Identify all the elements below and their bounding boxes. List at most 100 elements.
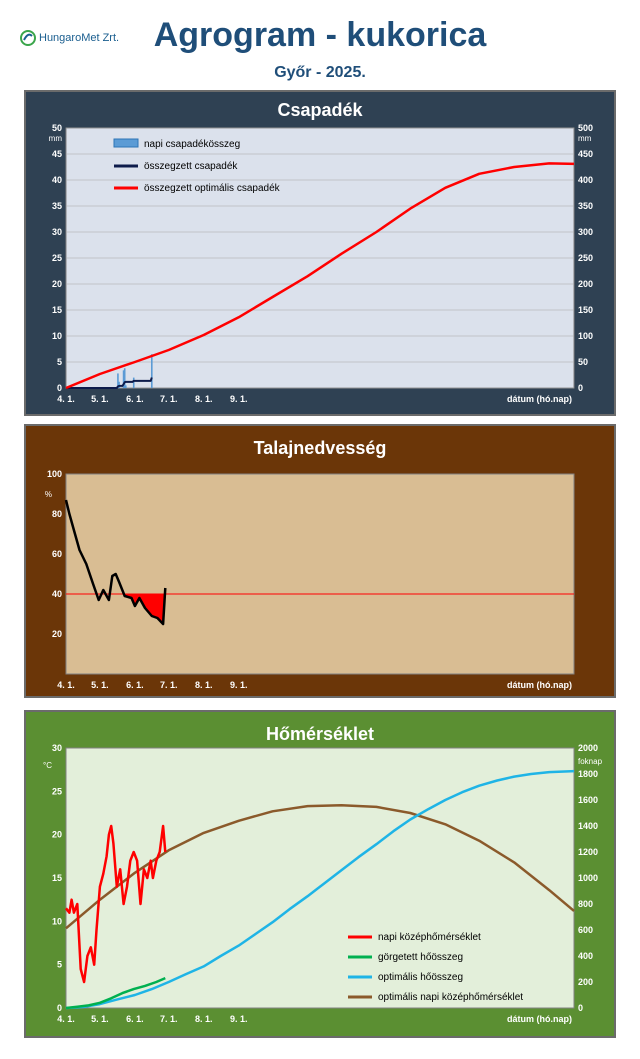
- right-y-tick-label: 1200: [578, 847, 598, 857]
- soil-moisture-line: [64, 499, 167, 626]
- chart-title: Csapadék: [277, 100, 363, 120]
- right-y-tick-label: 450: [578, 149, 593, 159]
- x-tick-label: 8. 1.: [195, 1014, 213, 1024]
- x-tick-label: 4. 1.: [57, 1014, 75, 1024]
- cumulative-precip-line: [66, 377, 153, 389]
- left-y-unit: %: [45, 490, 52, 499]
- x-tick-label: 5. 1.: [91, 680, 109, 690]
- right-y-tick-label: 0: [578, 1003, 583, 1013]
- right-y-tick-label: 300: [578, 227, 593, 237]
- right-y-tick-label: 1600: [578, 795, 598, 805]
- left-y-tick-label: 35: [52, 201, 62, 211]
- x-tick-label: 6. 1.: [126, 680, 144, 690]
- left-y-tick-label: 80: [52, 509, 62, 519]
- left-y-tick-label: 60: [52, 549, 62, 559]
- x-tick-label: 7. 1.: [160, 1014, 178, 1024]
- left-y-tick-label: 20: [52, 629, 62, 639]
- rolling-heat-sum-line: [65, 976, 166, 1010]
- left-y-tick-label: 15: [52, 305, 62, 315]
- page-subtitle: Győr - 2025.: [274, 64, 366, 81]
- chart-title: Talajnedvesség: [254, 438, 387, 458]
- x-tick-label: 5. 1.: [91, 394, 109, 404]
- x-tick-label: 8. 1.: [195, 680, 213, 690]
- precip-bar: [117, 373, 119, 388]
- precipitation-chart: Csapadék 4. 1. 5. 1. 6. 1. 7. 1. 8. 1. 9. 1. dá…: [24, 90, 616, 416]
- right-y-tick-label: 50: [578, 357, 588, 367]
- left-y-tick-label: 45: [52, 149, 62, 159]
- legend-entry: optimális napi középhőmérséklet: [378, 992, 523, 1003]
- x-tick-label: 4. 1.: [57, 680, 75, 690]
- right-y-unit: mm: [578, 134, 592, 143]
- left-y-tick-label: 40: [52, 175, 62, 185]
- logo-text: HungaroMet Zrt.: [39, 32, 120, 44]
- plot-area: [65, 747, 575, 1009]
- right-y-tick-label: 1400: [578, 821, 598, 831]
- left-y-tick-label: 50: [52, 123, 62, 133]
- precip-bar: [125, 385, 127, 388]
- legend-entry: görgetett hőösszeg: [378, 952, 463, 963]
- left-y-unit: °C: [43, 761, 52, 770]
- logo: HungaroMet Zrt.: [20, 30, 119, 46]
- right-y-tick-label: 250: [578, 253, 593, 263]
- daily-mean-temp-line: [65, 824, 167, 984]
- x-axis-label: dátum (hó.nap): [507, 1014, 572, 1024]
- legend-entry: napi középhőmérséklet: [378, 932, 481, 943]
- logo-icon: [20, 30, 36, 46]
- x-tick-label: 9. 1.: [230, 680, 248, 690]
- left-y-tick-label: 10: [52, 331, 62, 341]
- left-y-tick-label: 15: [52, 873, 62, 883]
- soil-moisture-chart: Talajnedvesség 4. 1. 5. 1. 6. 1. 7. 1. 8. 1. 9…: [24, 424, 616, 698]
- x-tick-label: 5. 1.: [91, 1014, 109, 1024]
- precip-bar: [123, 368, 126, 388]
- left-y-tick-label: 0: [57, 383, 62, 393]
- left-y-tick-label: 25: [52, 786, 62, 796]
- page-title: Agrogram - kukorica: [153, 16, 487, 54]
- left-y-tick-label: 30: [52, 227, 62, 237]
- precip-bar: [122, 370, 125, 388]
- x-tick-label: 9. 1.: [230, 1014, 248, 1024]
- precip-bar: [150, 354, 153, 388]
- left-y-tick-label: 20: [52, 830, 62, 840]
- right-y-tick-label: 600: [578, 925, 593, 935]
- legend-entry: összegzett optimális csapadék: [144, 183, 281, 194]
- legend-entry: összegzett csapadék: [144, 161, 238, 172]
- left-y-tick-label: 5: [57, 960, 62, 970]
- left-y-tick-label: 5: [57, 357, 62, 367]
- right-y-tick-label: 1800: [578, 769, 598, 779]
- right-y-tick-label: 100: [578, 331, 593, 341]
- legend-entry: optimális hőösszeg: [378, 972, 463, 983]
- x-tick-label: 4. 1.: [57, 394, 75, 404]
- left-y-tick-label: 0: [57, 1003, 62, 1013]
- x-tick-label: 6. 1.: [126, 1014, 144, 1024]
- legend-entry: napi csapadékösszeg: [144, 139, 240, 150]
- right-y-tick-label: 350: [578, 201, 593, 211]
- temperature-chart: Hőmérséklet 4. 1. 5. 1. 6. 1. 7. 1. 8. 1. 9. 1…: [24, 710, 616, 1038]
- right-y-tick-label: 2000: [578, 743, 598, 753]
- x-tick-label: 9. 1.: [230, 394, 248, 404]
- left-y-tick-label: 100: [47, 469, 62, 479]
- x-tick-label: 7. 1.: [160, 680, 178, 690]
- precip-bar: [132, 377, 135, 388]
- left-y-tick-label: 40: [52, 589, 62, 599]
- precip-bar: [118, 381, 120, 388]
- right-y-unit: foknap: [578, 757, 603, 766]
- left-y-tick-label: 30: [52, 743, 62, 753]
- right-y-tick-label: 800: [578, 899, 593, 909]
- optimal-heat-sum-line: [65, 769, 575, 1010]
- left-y-unit: mm: [49, 134, 63, 143]
- x-axis-label: dátum (hó.nap): [507, 394, 572, 404]
- right-y-tick-label: 500: [578, 123, 593, 133]
- right-y-tick-label: 1000: [578, 873, 598, 883]
- x-tick-label: 8. 1.: [195, 394, 213, 404]
- legend-swatch: [113, 138, 139, 148]
- left-y-tick-label: 10: [52, 916, 62, 926]
- cumulative-optimal-line: [65, 162, 575, 390]
- right-y-tick-label: 200: [578, 279, 593, 289]
- right-y-tick-label: 200: [578, 977, 593, 987]
- x-tick-label: 7. 1.: [160, 394, 178, 404]
- left-y-tick-label: 25: [52, 253, 62, 263]
- right-y-tick-label: 400: [578, 175, 593, 185]
- right-y-tick-label: 150: [578, 305, 593, 315]
- plot-area: [65, 473, 575, 675]
- chart-title: Hőmérséklet: [266, 724, 374, 744]
